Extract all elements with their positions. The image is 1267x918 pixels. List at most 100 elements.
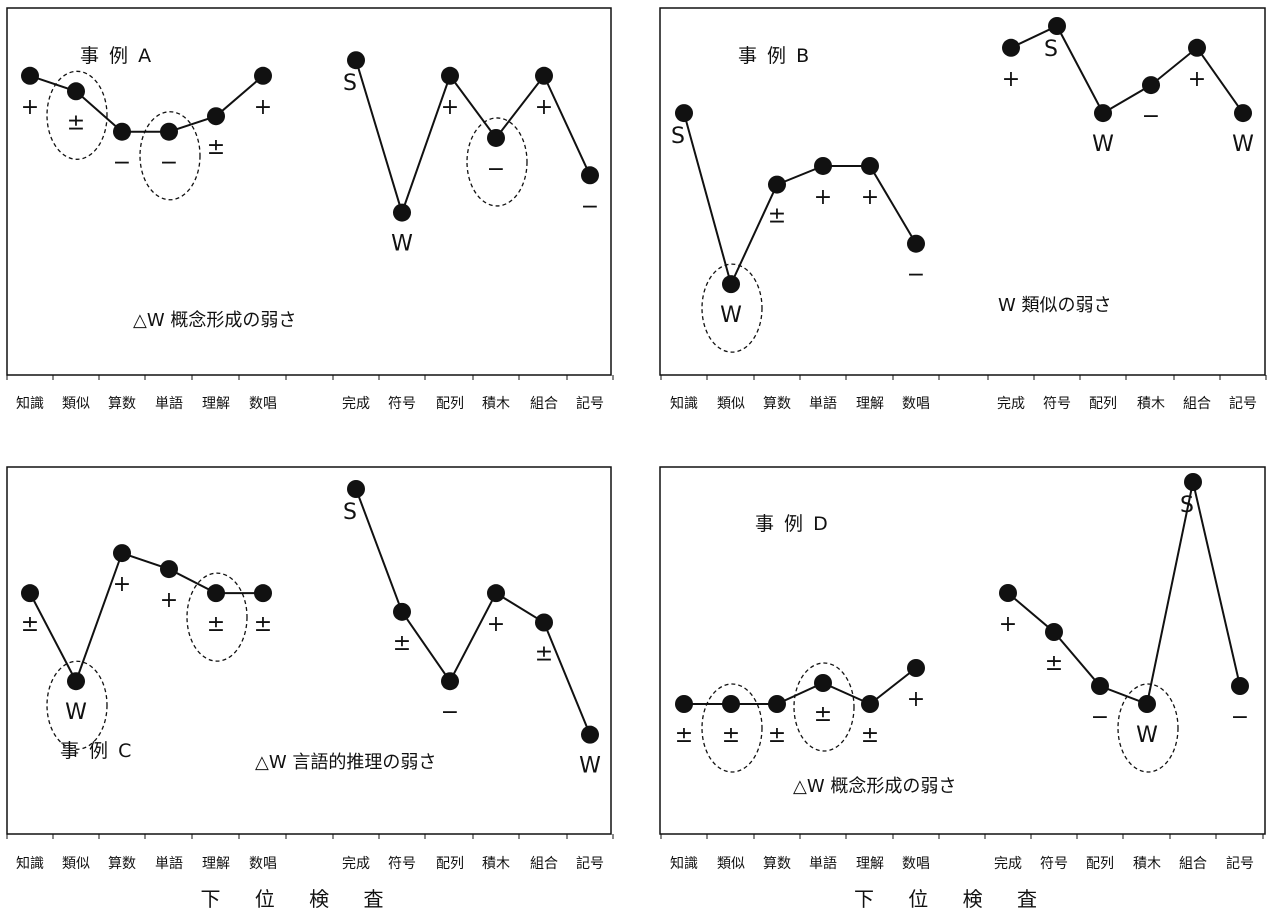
category-label: 類似: [62, 856, 90, 872]
point-mark: ±: [207, 135, 225, 160]
data-point: [581, 725, 599, 744]
point-mark: ±: [207, 612, 225, 637]
point-mark: −: [907, 263, 925, 288]
category-label: 理解: [856, 856, 884, 872]
panel-title: 事 例 B: [738, 45, 811, 67]
point-mark: ±: [535, 642, 553, 667]
point-mark: +: [441, 95, 459, 120]
point-mark: +: [907, 687, 925, 712]
panel-title: 事 例 A: [80, 45, 153, 67]
series-line-left: [29, 551, 263, 684]
data-point: [347, 480, 365, 498]
data-point: [441, 66, 459, 85]
data-point: [675, 104, 693, 123]
category-label: 類似: [717, 856, 745, 872]
category-label: 記号: [1229, 395, 1257, 412]
data-point: [67, 82, 85, 101]
category-label: 配列: [436, 396, 464, 412]
data-point: [1142, 76, 1160, 95]
data-point: [393, 203, 411, 222]
category-label: 単語: [155, 396, 183, 412]
category-label: 数唱: [249, 856, 277, 872]
category-label: 知識: [670, 855, 698, 872]
category-label: 知識: [16, 855, 44, 872]
category-label: 単語: [809, 396, 837, 412]
highlight-ellipse: [466, 117, 528, 207]
point-mark: ±: [254, 612, 272, 637]
point-mark: +: [861, 185, 879, 210]
point-mark: +: [160, 588, 178, 613]
point-mark: W: [579, 754, 601, 779]
category-label: 組合: [530, 856, 558, 872]
category-label: 算数: [763, 856, 791, 872]
data-point: [907, 659, 925, 677]
panel-title: 事 例 C: [60, 740, 133, 762]
data-point: [393, 602, 411, 621]
data-point: [67, 672, 85, 691]
data-point: [21, 66, 39, 85]
category-label: 記号: [1226, 855, 1254, 872]
category-label: 積木: [482, 856, 510, 872]
point-mark: +: [254, 95, 272, 120]
data-point: [113, 122, 131, 141]
data-point: [1048, 17, 1066, 35]
series-line-left: [29, 74, 264, 133]
data-point: [207, 107, 225, 126]
point-mark: −: [581, 194, 599, 219]
series-line-left: [683, 112, 917, 288]
category-label: 理解: [856, 396, 884, 412]
category-label: 組合: [1179, 856, 1207, 872]
data-point: [768, 695, 786, 713]
point-mark: S: [1044, 37, 1058, 62]
point-mark: +: [1002, 67, 1020, 92]
point-mark: W: [391, 232, 413, 257]
category-label: 完成: [997, 396, 1025, 412]
panel-frame: [659, 7, 1266, 376]
category-label: 完成: [342, 856, 370, 872]
category-label: 理解: [202, 856, 230, 872]
highlight-ellipse: [186, 572, 248, 662]
panel-title: 事 例 D: [755, 513, 830, 535]
highlight-ellipse: [701, 683, 763, 773]
point-mark: ±: [861, 723, 879, 748]
category-label: 算数: [108, 856, 136, 872]
category-label: 数唱: [902, 396, 930, 412]
data-point: [722, 275, 740, 294]
point-mark: −: [441, 700, 459, 725]
point-mark: S: [343, 500, 357, 525]
category-label: 完成: [994, 856, 1022, 872]
point-mark: ±: [67, 110, 85, 135]
data-point: [722, 695, 740, 713]
category-label: 積木: [1133, 856, 1161, 872]
category-label: 完成: [342, 396, 370, 412]
data-point: [254, 66, 272, 85]
data-point: [1234, 104, 1252, 123]
category-label: 記号: [576, 395, 604, 412]
series-line-right: [1007, 481, 1241, 706]
point-mark: W: [1136, 723, 1158, 748]
point-mark: −: [160, 151, 178, 176]
point-mark: −: [1231, 705, 1249, 730]
point-mark: S: [1180, 493, 1194, 518]
series-line-left: [684, 667, 917, 706]
data-point: [487, 584, 505, 603]
point-mark: S: [671, 124, 685, 149]
data-point: [861, 156, 879, 175]
point-mark: +: [1188, 67, 1206, 92]
data-point: [1188, 38, 1206, 57]
point-mark: W: [65, 700, 87, 725]
data-point: [1002, 38, 1020, 57]
data-point: [999, 584, 1017, 602]
category-label: 算数: [763, 396, 791, 412]
category-label: 符号: [388, 856, 416, 872]
data-point: [861, 695, 879, 713]
point-mark: +: [535, 95, 553, 120]
category-label: 知識: [16, 395, 44, 412]
category-label: 記号: [576, 855, 604, 872]
data-point: [768, 175, 786, 194]
point-mark: −: [487, 157, 505, 182]
